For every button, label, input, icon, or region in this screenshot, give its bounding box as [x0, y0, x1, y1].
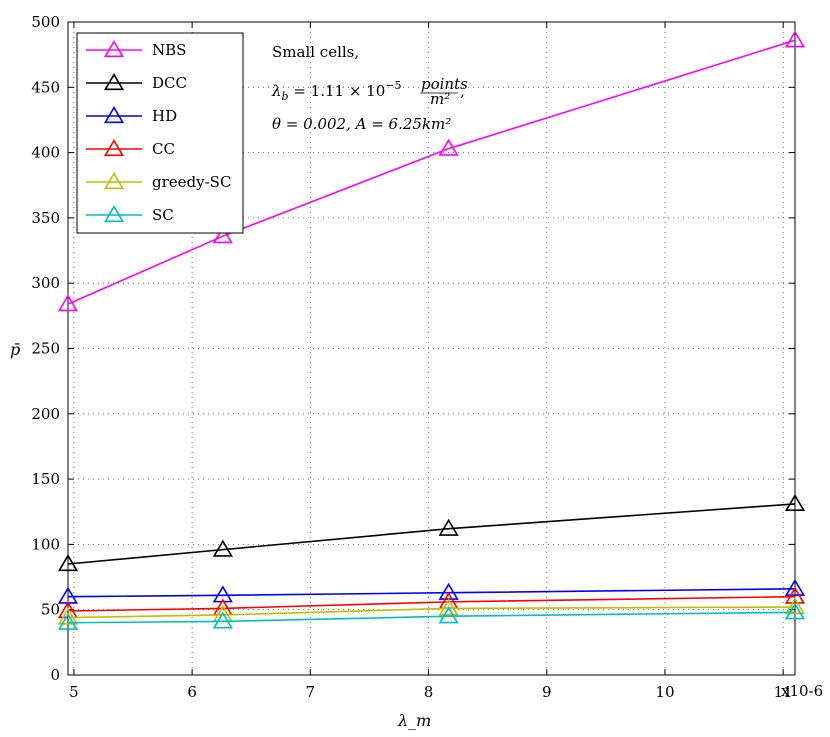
legend-label: DCC [152, 74, 187, 92]
y-tick-label: 0 [50, 666, 60, 684]
y-tick-label: 50 [41, 601, 60, 619]
series-nbs [57, 30, 806, 312]
data-point [784, 602, 806, 620]
y-tick-label: 500 [31, 13, 60, 31]
legend-label: NBS [152, 41, 186, 59]
x-tick-label: 5 [69, 683, 79, 701]
x-axis-exponent: x10-6 [781, 682, 823, 700]
series-line [67, 611, 796, 624]
series-line [67, 588, 796, 598]
annotation-line-3: θ = 0.002, A = 6.25km² [272, 115, 451, 133]
y-tick-label: 100 [31, 535, 60, 553]
x-tick-label: 10 [655, 683, 674, 701]
annotation-lambda-sub: b [282, 90, 289, 103]
legend-label: greedy-SC [152, 173, 231, 191]
legend-entry: greedy-SC [86, 172, 231, 191]
series-line [67, 606, 796, 619]
annotation-line-2: λb = 1.11 × 10−5 [271, 79, 401, 103]
legend-marker [103, 73, 125, 91]
annotation-frac-den: m² [430, 90, 450, 108]
annotation-box: Small cells, λb = 1.11 × 10−5 points m² … [271, 43, 468, 133]
data-point [784, 30, 806, 48]
annotation-exponent: −5 [385, 79, 401, 92]
x-axis-label: λ_m [397, 711, 431, 730]
data-point [438, 598, 459, 616]
y-tick-label: 450 [31, 78, 60, 96]
y-tick-label: 250 [31, 340, 60, 358]
y-tick-label: 200 [31, 405, 60, 423]
data-point [784, 493, 806, 512]
legend-marker [103, 40, 125, 58]
legend-box [76, 32, 244, 234]
data-point [57, 554, 79, 572]
annotation-comma: , [460, 82, 465, 100]
data-point [212, 226, 233, 244]
series-line [67, 503, 796, 565]
series-line [67, 39, 796, 305]
y-tick-label: 350 [31, 209, 60, 227]
series-dcc [57, 493, 806, 572]
x-tick-label: 9 [542, 683, 552, 701]
legend-entry: NBS [86, 40, 186, 59]
x-tick-label: 7 [306, 683, 316, 701]
legend-marker [103, 205, 125, 223]
data-point [57, 612, 79, 630]
legend-marker [103, 139, 125, 157]
tick-layer: 5 6 7 8 9 10 11 0 50 100 150 200 250 300 350 400 450 500 [31, 13, 795, 701]
legend-label: CC [152, 140, 175, 158]
annotation-lambda: λ [271, 82, 282, 100]
y-tick-label: 300 [31, 274, 60, 292]
legend: NBS DCC HD CC greedy-SC SC [76, 32, 244, 234]
annotation-line-1: Small cells, [272, 43, 359, 61]
legend-entry: SC [86, 205, 174, 224]
data-point [784, 578, 806, 596]
x-tick-label: 8 [424, 683, 434, 701]
series-line [67, 595, 796, 612]
data-point [438, 518, 459, 536]
data-point [57, 607, 79, 625]
legend-marker [103, 106, 125, 124]
series-greedy-sc [57, 597, 806, 625]
y-axis-label: p̄ [10, 340, 20, 359]
legend-entry: DCC [86, 73, 187, 92]
legend-label: SC [152, 206, 174, 224]
legend-entries: NBS DCC HD CC greedy-SC SC [86, 40, 231, 224]
x-tick-label: 11 [774, 683, 793, 701]
legend-entry: HD [86, 106, 177, 125]
series-sc [57, 602, 806, 630]
legend-label: HD [152, 107, 177, 125]
annotation-frac-num: points [421, 75, 468, 93]
data-point [438, 606, 459, 624]
annotation-value: = 1.11 × 10 [289, 82, 386, 100]
data-point [438, 138, 459, 156]
legend-entry: CC [86, 139, 175, 158]
data-point [212, 585, 233, 603]
data-point [57, 294, 79, 312]
data-point [212, 611, 233, 629]
series-hd [57, 578, 806, 604]
data-point [784, 597, 806, 615]
y-tick-label: 150 [31, 470, 60, 488]
data-point [212, 539, 233, 557]
legend-marker [103, 172, 125, 190]
y-tick-label: 400 [31, 144, 60, 162]
series-layer [57, 30, 806, 630]
x-tick-label: 6 [187, 683, 197, 701]
